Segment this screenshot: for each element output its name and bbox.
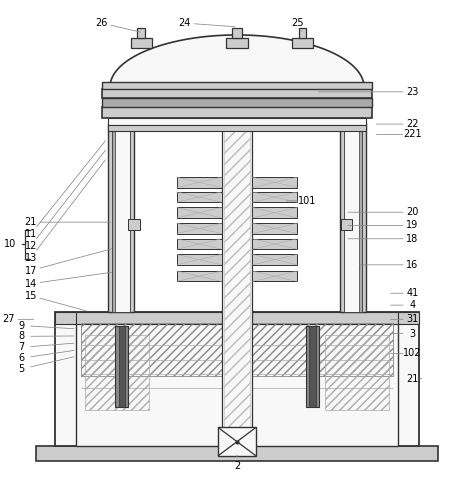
Bar <box>252 254 298 265</box>
Bar <box>137 28 145 38</box>
Text: 41: 41 <box>406 288 419 298</box>
Bar <box>252 271 298 281</box>
Bar <box>306 326 319 407</box>
Bar <box>221 113 252 431</box>
Text: 221: 221 <box>403 130 422 139</box>
Bar <box>102 108 372 118</box>
Text: 13: 13 <box>25 253 37 262</box>
Bar <box>252 239 298 249</box>
Text: 20: 20 <box>406 207 419 217</box>
Polygon shape <box>110 35 364 87</box>
Text: 7: 7 <box>18 342 25 352</box>
Text: 25: 25 <box>292 18 304 28</box>
Bar <box>102 89 372 98</box>
Text: 23: 23 <box>406 87 419 97</box>
Bar <box>176 254 222 265</box>
Text: 4: 4 <box>410 300 415 310</box>
Text: 9: 9 <box>18 320 24 331</box>
Bar <box>108 125 366 131</box>
Bar <box>118 326 125 407</box>
Text: 2: 2 <box>234 461 240 471</box>
Text: 6: 6 <box>18 353 24 363</box>
Text: 3: 3 <box>410 329 415 338</box>
Bar <box>252 207 298 218</box>
Bar <box>102 82 372 90</box>
Bar <box>226 38 248 48</box>
Text: 18: 18 <box>406 234 419 244</box>
Bar <box>55 312 419 324</box>
Text: 11: 11 <box>25 229 37 239</box>
Bar <box>176 192 222 202</box>
Text: 22: 22 <box>406 119 419 129</box>
Text: 101: 101 <box>298 196 316 206</box>
Bar <box>176 271 222 281</box>
Bar <box>115 326 128 407</box>
Bar <box>224 113 250 431</box>
Bar <box>112 123 115 312</box>
Text: 31: 31 <box>406 314 419 324</box>
Text: 12: 12 <box>25 241 37 251</box>
Bar <box>55 312 419 447</box>
Bar <box>252 223 298 234</box>
Bar <box>359 123 362 312</box>
Text: 10: 10 <box>4 240 17 249</box>
Bar <box>76 319 398 447</box>
Text: 17: 17 <box>25 265 37 276</box>
Bar <box>292 38 313 48</box>
Text: 14: 14 <box>25 279 37 289</box>
Bar <box>176 223 222 234</box>
Text: 21: 21 <box>406 374 419 384</box>
Bar <box>85 335 149 411</box>
Bar <box>176 239 222 249</box>
Bar <box>309 326 316 407</box>
Bar <box>131 38 152 48</box>
Bar <box>76 312 398 324</box>
Bar <box>36 447 438 461</box>
Text: 27: 27 <box>2 314 15 324</box>
Text: 26: 26 <box>96 18 108 28</box>
Bar <box>340 123 366 312</box>
Text: 5: 5 <box>18 364 25 374</box>
Bar <box>176 177 222 187</box>
Bar <box>252 177 298 187</box>
Bar <box>344 123 362 312</box>
Text: 8: 8 <box>18 332 24 341</box>
Bar <box>176 207 222 218</box>
Bar <box>325 335 389 411</box>
Bar <box>341 219 352 230</box>
Bar <box>81 323 393 376</box>
Bar <box>232 28 242 38</box>
Bar <box>128 219 140 230</box>
Bar <box>299 28 306 38</box>
Bar <box>108 123 134 312</box>
Text: 21: 21 <box>25 217 37 227</box>
Bar <box>102 98 372 108</box>
Text: 24: 24 <box>179 18 191 28</box>
Bar <box>252 192 298 202</box>
Bar <box>112 123 130 312</box>
Text: 16: 16 <box>406 260 419 270</box>
Text: 102: 102 <box>403 349 422 358</box>
Bar <box>108 118 366 125</box>
Bar <box>218 428 256 456</box>
Text: 15: 15 <box>25 291 37 300</box>
Text: 19: 19 <box>406 221 419 230</box>
